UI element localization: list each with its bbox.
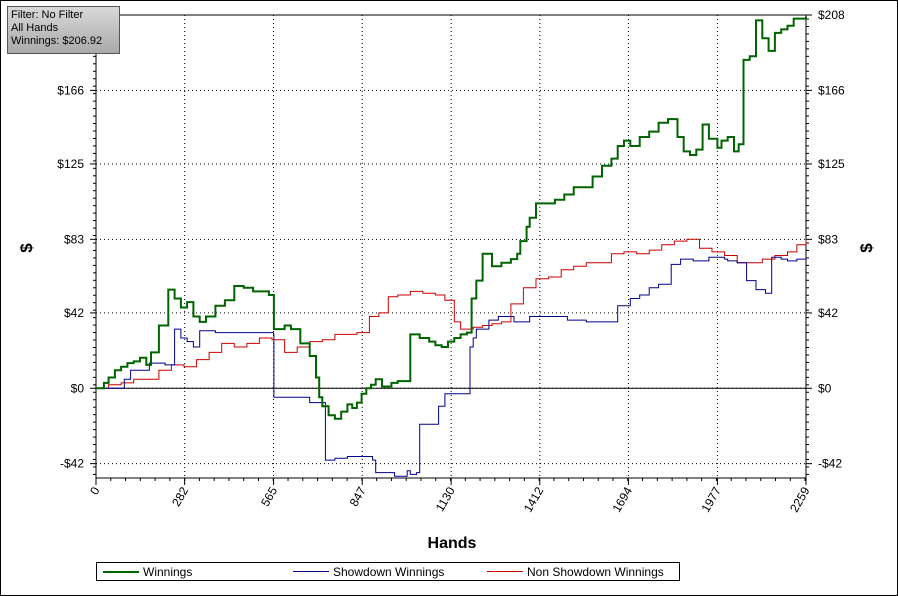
y-tick-label-right: $208 [818,8,845,22]
x-tick-label: 0 [87,484,103,497]
x-tick-label: 1694 [610,484,636,514]
y-tick-label-left: $42 [64,306,84,320]
y-tick-label-left: -$42 [60,457,84,471]
x-axis-title: Hands [428,535,477,552]
legend-label-winnings: Winnings [143,565,193,579]
legend-swatch-showdown [293,571,329,572]
y-tick-label-right: $166 [818,83,845,97]
x-tick-label: 2259 [787,484,813,514]
plot-area [95,14,807,479]
y-tick-label-right: $125 [818,157,845,171]
y-tick-label-right: $42 [818,306,838,320]
winnings-label: Winnings: $206.92 [11,35,103,47]
filter-info-box: Filter: No Filter All Hands Winnings: $2… [7,6,120,54]
x-tick-label: 1130 [433,484,458,514]
y-tick-label-left: $0 [71,381,85,395]
y-tick-label-right: -$42 [818,457,842,471]
x-tick-label: 1977 [698,484,724,514]
y-axis-title-right: $ [857,243,876,253]
legend-swatch-winnings [103,571,139,573]
legend-label-non-showdown: Non Showdown Winnings [527,565,664,579]
y-tick-label-right: $0 [818,381,832,395]
y-axis-title-left: $ [17,243,36,253]
x-tick-label: 847 [347,484,369,509]
legend-swatch-non-showdown [487,571,523,572]
x-tick-label: 282 [169,484,191,509]
x-tick-label: 1412 [521,484,547,514]
y-tick-label-left: $166 [57,83,84,97]
y-tick-label-left: $125 [57,157,84,171]
chart-legend: Winnings Showdown Winnings Non Showdown … [96,562,680,581]
y-tick-label-right: $83 [818,232,838,246]
legend-label-showdown: Showdown Winnings [333,565,445,579]
series-non-showdown-line [96,238,807,389]
series-showdown-line [96,256,807,477]
filter-label: Filter: No Filter [11,9,84,21]
x-tick-label: 565 [258,484,280,509]
hands-label: All Hands [11,22,59,34]
y-tick-label-left: $83 [64,232,84,246]
series-winnings-line [96,16,807,420]
